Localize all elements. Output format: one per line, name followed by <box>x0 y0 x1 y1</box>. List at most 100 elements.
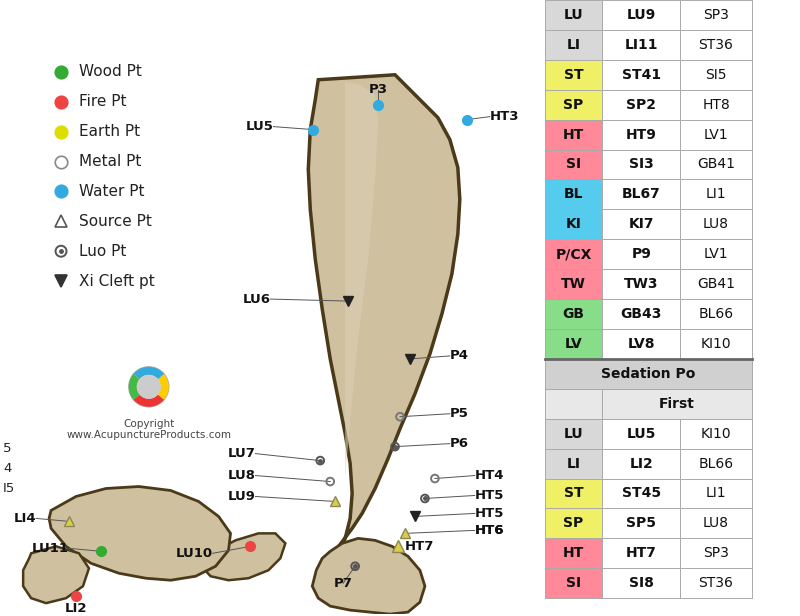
Text: SP5: SP5 <box>626 516 656 530</box>
FancyBboxPatch shape <box>680 419 752 448</box>
Text: HT8: HT8 <box>702 98 730 111</box>
Text: LU7: LU7 <box>227 447 255 460</box>
FancyBboxPatch shape <box>545 269 602 299</box>
Text: SI5: SI5 <box>706 68 726 82</box>
Text: HT9: HT9 <box>626 128 657 142</box>
FancyBboxPatch shape <box>545 60 602 90</box>
Text: LU11: LU11 <box>32 542 69 555</box>
FancyBboxPatch shape <box>545 209 602 239</box>
Text: HT: HT <box>563 128 584 142</box>
FancyBboxPatch shape <box>602 90 680 120</box>
FancyBboxPatch shape <box>545 0 602 30</box>
Text: LU: LU <box>564 427 583 440</box>
Text: GB43: GB43 <box>621 307 662 321</box>
Circle shape <box>129 367 169 407</box>
Text: LU5: LU5 <box>246 120 274 133</box>
Polygon shape <box>197 533 286 580</box>
Text: SP2: SP2 <box>626 98 656 111</box>
Text: P4: P4 <box>450 349 469 362</box>
Text: HT5: HT5 <box>474 507 504 520</box>
Polygon shape <box>23 546 89 603</box>
Text: SP: SP <box>563 98 583 111</box>
FancyBboxPatch shape <box>602 329 680 359</box>
FancyBboxPatch shape <box>545 569 602 598</box>
FancyBboxPatch shape <box>545 508 602 538</box>
Text: P5: P5 <box>450 407 469 420</box>
Text: HT: HT <box>563 546 584 561</box>
FancyBboxPatch shape <box>680 239 752 269</box>
FancyBboxPatch shape <box>602 448 680 479</box>
FancyBboxPatch shape <box>602 508 680 538</box>
Text: HT6: HT6 <box>474 524 504 537</box>
Text: HT5: HT5 <box>474 489 504 502</box>
FancyBboxPatch shape <box>602 120 680 150</box>
Text: SI: SI <box>566 158 581 171</box>
FancyBboxPatch shape <box>680 329 752 359</box>
Text: Fire Pt: Fire Pt <box>79 94 126 109</box>
Polygon shape <box>308 75 460 569</box>
FancyBboxPatch shape <box>602 389 752 419</box>
Text: 5: 5 <box>3 442 12 455</box>
FancyBboxPatch shape <box>602 30 680 60</box>
FancyBboxPatch shape <box>680 30 752 60</box>
Text: P6: P6 <box>450 437 469 450</box>
FancyBboxPatch shape <box>545 359 752 389</box>
FancyBboxPatch shape <box>602 479 680 508</box>
Polygon shape <box>345 82 378 479</box>
Text: 4: 4 <box>3 462 11 475</box>
FancyBboxPatch shape <box>545 90 602 120</box>
Text: Earth Pt: Earth Pt <box>79 124 140 139</box>
Text: P7: P7 <box>334 577 353 590</box>
Text: LU8: LU8 <box>227 469 255 482</box>
FancyBboxPatch shape <box>680 209 752 239</box>
Text: Wood Pt: Wood Pt <box>79 64 142 79</box>
FancyBboxPatch shape <box>680 479 752 508</box>
FancyBboxPatch shape <box>680 90 752 120</box>
Text: SP: SP <box>563 516 583 530</box>
Text: HT7: HT7 <box>405 540 434 553</box>
FancyBboxPatch shape <box>680 508 752 538</box>
Text: LI1: LI1 <box>706 487 726 500</box>
Text: LU8: LU8 <box>703 516 729 530</box>
Text: ST: ST <box>564 487 583 500</box>
Text: Source Pt: Source Pt <box>79 214 152 229</box>
FancyBboxPatch shape <box>545 538 602 569</box>
Text: Xi Cleft pt: Xi Cleft pt <box>79 274 154 289</box>
FancyBboxPatch shape <box>602 538 680 569</box>
Circle shape <box>137 375 161 399</box>
Text: LI4: LI4 <box>14 512 36 525</box>
FancyBboxPatch shape <box>680 448 752 479</box>
FancyBboxPatch shape <box>602 239 680 269</box>
Text: Metal Pt: Metal Pt <box>79 154 142 169</box>
FancyBboxPatch shape <box>602 60 680 90</box>
FancyBboxPatch shape <box>545 479 602 508</box>
FancyBboxPatch shape <box>602 209 680 239</box>
Text: Water Pt: Water Pt <box>79 184 145 199</box>
FancyBboxPatch shape <box>545 299 602 329</box>
Text: ST36: ST36 <box>698 38 734 52</box>
Text: LU8: LU8 <box>703 217 729 232</box>
FancyBboxPatch shape <box>545 389 602 419</box>
Text: KI10: KI10 <box>701 427 731 440</box>
Text: BL66: BL66 <box>698 307 734 321</box>
Text: Sedation Po: Sedation Po <box>601 367 695 381</box>
Text: SP3: SP3 <box>703 8 729 22</box>
Text: ST45: ST45 <box>622 487 661 500</box>
Text: LU9: LU9 <box>626 8 656 22</box>
FancyBboxPatch shape <box>545 329 602 359</box>
Text: LV1: LV1 <box>704 247 728 261</box>
Text: HT6: HT6 <box>474 524 504 537</box>
Text: LI: LI <box>566 456 581 471</box>
Text: P9: P9 <box>631 247 651 261</box>
FancyBboxPatch shape <box>680 569 752 598</box>
Polygon shape <box>49 487 230 580</box>
Text: TW: TW <box>561 277 586 291</box>
FancyBboxPatch shape <box>602 0 680 30</box>
Text: LI2: LI2 <box>630 456 653 471</box>
FancyBboxPatch shape <box>545 120 602 150</box>
Text: LI2: LI2 <box>65 602 87 615</box>
FancyBboxPatch shape <box>602 150 680 179</box>
Text: LU9: LU9 <box>227 490 255 503</box>
Text: HT4: HT4 <box>474 469 504 482</box>
FancyBboxPatch shape <box>545 30 602 60</box>
